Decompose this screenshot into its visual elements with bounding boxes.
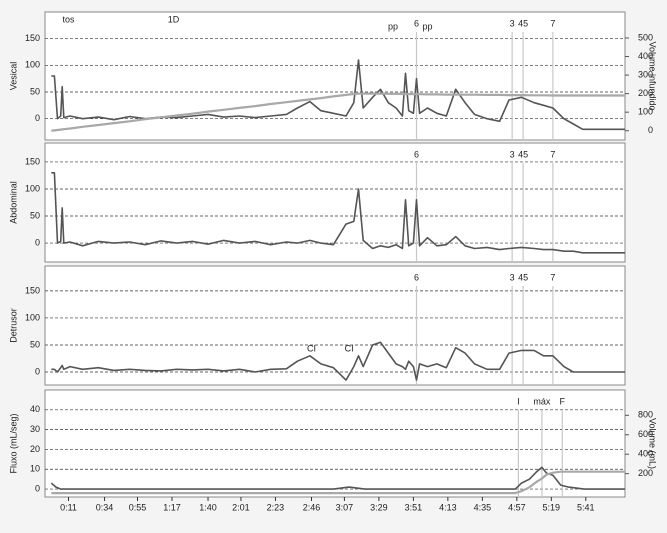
event-label: 3 <box>510 149 515 159</box>
series-line <box>50 466 625 490</box>
event-label: máx <box>533 396 551 406</box>
series-line <box>51 172 625 254</box>
y-tick-label: 150 <box>25 156 40 166</box>
y-axis-label: Detrusor <box>8 308 18 343</box>
y2-tick-label: 800 <box>638 410 653 420</box>
y2-tick-label: 200 <box>638 88 653 98</box>
series-line <box>51 59 625 131</box>
event-label: 6 <box>414 18 419 28</box>
y-tick-label: 50 <box>30 86 40 96</box>
y2-axis-label: Volume infundido <box>648 41 658 110</box>
y2-tick-label: 100 <box>638 107 653 117</box>
y-tick-label: 0 <box>35 113 40 123</box>
x-tick-label: 2:23 <box>267 502 285 512</box>
y-tick-label: 0 <box>35 237 40 247</box>
x-tick-label: 3:29 <box>370 502 388 512</box>
y-tick-label: 100 <box>25 312 40 322</box>
y-tick-label: 150 <box>25 285 40 295</box>
y2-tick-label: 200 <box>638 468 653 478</box>
y2-tick-label: 600 <box>638 429 653 439</box>
x-tick-label: 1:17 <box>163 502 181 512</box>
series-line <box>51 341 625 381</box>
y2-tick-label: 500 <box>638 32 653 42</box>
annotation: CI <box>307 344 316 354</box>
y-tick-label: 100 <box>25 183 40 193</box>
y-axis-label: Abdominal <box>8 181 18 224</box>
y-tick-label: 100 <box>25 60 40 70</box>
annotation: pp <box>422 21 432 31</box>
y-tick-label: 10 <box>30 464 40 474</box>
y2-tick-label: 300 <box>638 69 653 79</box>
x-tick-label: 5:41 <box>577 502 595 512</box>
y-axis-label: Vesical <box>8 62 18 91</box>
y2-tick-label: 400 <box>638 449 653 459</box>
y2-tick-label: 0 <box>648 125 653 135</box>
x-tick-label: 4:35 <box>474 502 492 512</box>
y-axis-label: Fluxo (mL/seg) <box>8 413 18 473</box>
event-label: 3 <box>510 18 515 28</box>
x-tick-label: 0:34 <box>96 502 114 512</box>
x-tick-label: 4:13 <box>439 502 457 512</box>
x-tick-label: 3:51 <box>405 502 423 512</box>
panel <box>44 265 626 386</box>
panel <box>44 142 626 263</box>
event-label: 6 <box>414 272 419 282</box>
y-tick-label: 40 <box>30 404 40 414</box>
event-label: F <box>560 396 566 406</box>
x-tick-label: 3:07 <box>336 502 354 512</box>
annotation: CI <box>345 344 354 354</box>
y-tick-label: 50 <box>30 339 40 349</box>
event-label: I <box>517 396 520 406</box>
event-label: 3 <box>510 272 515 282</box>
annotation: pp <box>388 21 398 31</box>
y-tick-label: 20 <box>30 444 40 454</box>
y2-axis-label: Volume (mL) <box>648 418 658 469</box>
y2-tick-label: 400 <box>638 51 653 61</box>
event-label: 45 <box>518 18 528 28</box>
y-tick-label: 0 <box>35 483 40 493</box>
x-tick-label: 0:11 <box>60 502 77 512</box>
y-tick-label: 50 <box>30 210 40 220</box>
x-tick-label: 2:46 <box>303 502 321 512</box>
event-label: 6 <box>414 149 419 159</box>
series-line <box>51 470 625 495</box>
y-tick-label: 30 <box>30 424 40 434</box>
y-tick-label: 0 <box>35 366 40 376</box>
x-tick-label: 5:19 <box>543 502 561 512</box>
event-label: 7 <box>550 272 555 282</box>
annotation: 1D <box>168 14 180 24</box>
x-tick-label: 2:01 <box>232 502 250 512</box>
event-label: 7 <box>550 149 555 159</box>
event-label: 7 <box>550 18 555 28</box>
series-line <box>51 92 625 132</box>
y-tick-label: 150 <box>25 33 40 43</box>
x-tick-label: 4:57 <box>508 502 526 512</box>
x-tick-label: 0:55 <box>129 502 147 512</box>
event-label: 45 <box>518 149 528 159</box>
annotation: tos <box>63 14 76 24</box>
x-tick-label: 1:40 <box>199 502 217 512</box>
event-label: 45 <box>518 272 528 282</box>
